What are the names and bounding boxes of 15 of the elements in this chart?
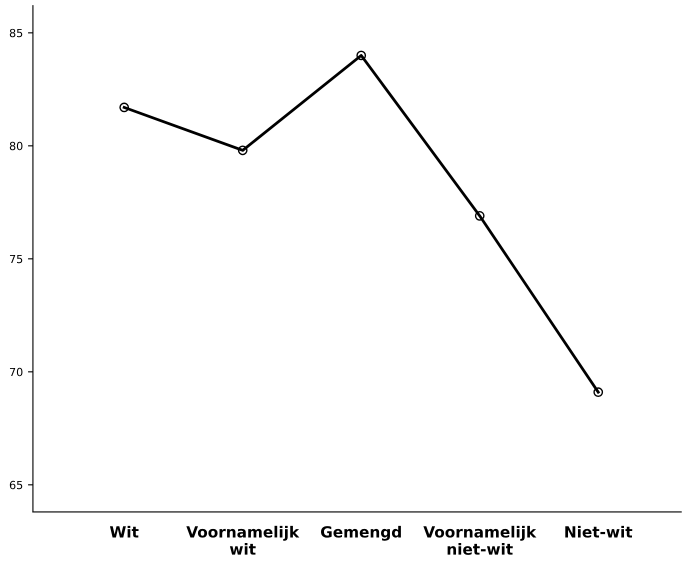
point: [238, 145, 248, 156]
y-tick-label: 75: [10, 254, 22, 264]
x-tick-label: Gemengd: [321, 526, 401, 541]
point: [474, 211, 485, 221]
x-tick-label: Wit: [110, 526, 139, 538]
x-tick-label: Niet-wit: [565, 526, 632, 538]
y-tick-label: 70: [10, 368, 22, 376]
point: [593, 387, 604, 398]
y-tick-label: 80: [10, 142, 22, 150]
y-tick-label: 85: [10, 28, 22, 38]
x-tick-label: Voornamelijk wit: [186, 526, 300, 555]
point: [119, 102, 130, 112]
x-tick-label: Voornamelijk niet-wit: [423, 526, 536, 555]
y-tick-label: 65: [10, 480, 22, 490]
point: [356, 50, 366, 60]
